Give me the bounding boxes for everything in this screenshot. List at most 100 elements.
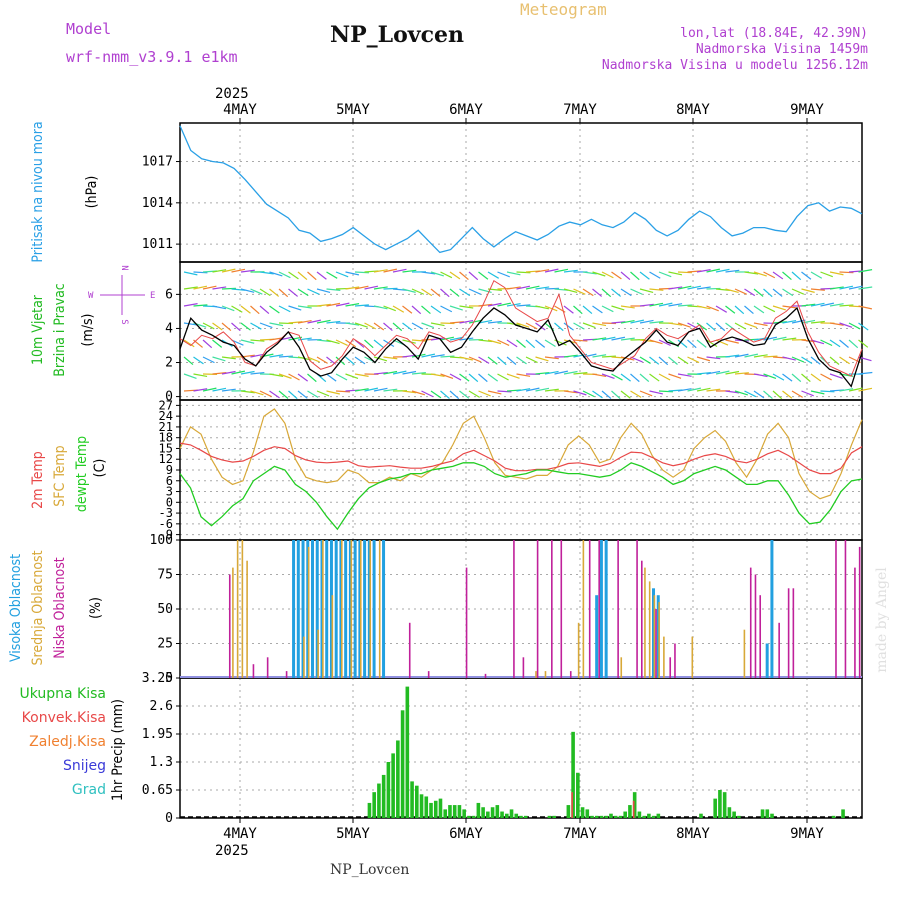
wind-arrow (316, 390, 330, 397)
wind-arrow (250, 371, 265, 375)
wind-arrow (544, 356, 559, 360)
wind-arrow (696, 356, 711, 362)
wind-arrow (430, 271, 444, 277)
ytick-label-precip-5: 3.25 (142, 671, 173, 686)
wind-arrow (240, 322, 251, 331)
wind-arrow (468, 271, 479, 281)
precip-bar-0-59 (722, 792, 727, 818)
wind-arrow (677, 304, 692, 307)
wind-arrow (497, 339, 510, 346)
wind-arrow (392, 322, 403, 332)
cloud-bar-1-25 (743, 629, 746, 678)
station-altitude: Nadmorska Visina 1459m (695, 42, 868, 57)
cloud-bar-1-5 (307, 546, 310, 678)
wind-arrow (411, 305, 422, 315)
wind-arrow (658, 356, 669, 366)
dewpoint-line (179, 462, 863, 531)
wind-arrow (516, 271, 531, 274)
wind-arrow (487, 302, 502, 307)
wind-arrow (782, 356, 796, 361)
cloud-bar-1-8 (331, 595, 334, 678)
wind-arrow (506, 339, 518, 348)
precip-bar-0-52 (642, 815, 646, 818)
wind-arrow (677, 373, 692, 377)
cloud-bar-1-7 (322, 540, 324, 678)
wind-arrow (573, 322, 585, 330)
wind-arrow (402, 370, 417, 375)
wind-arrow (202, 339, 213, 349)
cloud-bar-1-9 (341, 540, 343, 678)
wind-arrow (649, 271, 661, 279)
precip-bar-0-23 (476, 802, 481, 818)
wind-title-1: 10m Vjetar (30, 294, 46, 365)
wind-arrow (354, 322, 368, 328)
wind-arrow (288, 271, 299, 280)
wind-arrow (307, 356, 320, 363)
wind-arrow (212, 339, 223, 348)
wind-arrow (791, 390, 803, 398)
cloud-bar-1-6 (317, 629, 319, 678)
cloud-bar-0-2 (301, 540, 305, 678)
wind-arrow (383, 305, 396, 312)
wind-arrow (563, 354, 578, 358)
wind-arrow (478, 373, 488, 383)
precip-bar-0-15 (438, 798, 443, 818)
dir-legend-n: N (119, 265, 129, 270)
bottom-day-label-4: 8MAY (676, 826, 710, 842)
wind-arrow (668, 303, 683, 307)
wind-arrow (611, 305, 625, 311)
wind-arrow (858, 322, 869, 331)
cloud-bar-1-1 (236, 540, 239, 678)
footer-station: NP_Lovcen (330, 862, 410, 878)
precip-bar-0-17 (448, 805, 452, 818)
cloud-bar-2-15 (569, 671, 572, 678)
wind-arrow (411, 288, 425, 295)
wind-arrow (772, 271, 784, 280)
wind-arrow (440, 288, 450, 298)
cloud-bar-2-21 (655, 609, 657, 678)
cloud-bar-2-18 (617, 540, 619, 678)
model-label: Model (66, 20, 112, 38)
wind-arrow (269, 322, 284, 327)
wind-arrow (468, 390, 480, 398)
wind-arrow (715, 305, 728, 313)
wind-arrow (345, 271, 360, 276)
wind-arrow (345, 322, 360, 326)
wind-arrow (440, 271, 453, 279)
wind-arrow (696, 286, 711, 290)
wind-arrow (307, 271, 317, 281)
cloud-bar-1-3 (246, 560, 248, 678)
wind-arrow (696, 269, 711, 273)
wind-arrow (383, 322, 393, 332)
precip-bar-0-51 (637, 811, 642, 818)
wind-arrow (326, 339, 340, 345)
wind-arrow (630, 373, 640, 383)
wind-arrow (544, 339, 556, 348)
wind-arrow (544, 305, 558, 312)
cloud-bar-0-21 (604, 540, 608, 678)
wind-arrow (231, 305, 243, 313)
wind-arrow (535, 305, 550, 310)
ytick-label-wind-0: 0 (165, 390, 173, 405)
wind-arrow (820, 390, 835, 393)
wind-arrow (497, 302, 512, 307)
wind-arrow (183, 271, 198, 276)
precip-bar-0-1 (372, 792, 376, 818)
wind-arrow (582, 271, 597, 275)
precip-bar-0-62 (737, 815, 741, 818)
wind-arrow (791, 271, 802, 281)
precip-bar-0-6 (396, 740, 400, 818)
pressure-unit: (hPa) (84, 176, 100, 209)
wind-arrow (183, 339, 195, 348)
wind-arrow (354, 304, 369, 307)
wind-arrow (839, 271, 854, 274)
wind-arrow (297, 271, 308, 280)
wind-arrow (316, 288, 331, 294)
lonlat-label: lon,lat (18.84E, 42.39N) (680, 26, 868, 41)
ytick-label-temp-5: 6 (166, 474, 173, 488)
wind-arrow (592, 373, 607, 378)
precip-bar-0-57 (713, 798, 717, 818)
wind-arrow (392, 305, 405, 313)
wind-arrow (240, 288, 255, 293)
top-day-label-5: 9MAY (790, 102, 824, 118)
